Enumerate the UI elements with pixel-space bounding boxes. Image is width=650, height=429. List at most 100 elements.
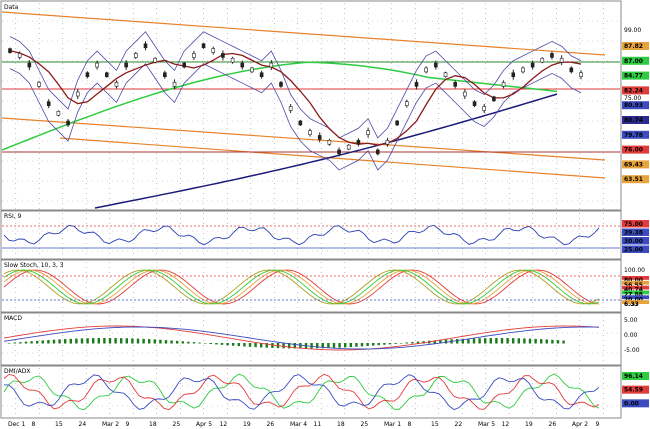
macd-histogram-bar bbox=[321, 343, 324, 349]
macd-histogram-bar bbox=[192, 342, 196, 344]
macd-histogram-bar bbox=[405, 342, 408, 344]
macd-histogram-bar bbox=[355, 343, 358, 347]
price-candle bbox=[240, 62, 245, 68]
macd-histogram-bar bbox=[299, 343, 302, 349]
price-candle bbox=[346, 144, 351, 150]
price-candle bbox=[250, 67, 254, 73]
macd-histogram-bar bbox=[170, 340, 173, 344]
price-candle bbox=[201, 43, 206, 49]
macd-panel-title: MACD bbox=[4, 315, 22, 322]
macd-histogram-bar bbox=[58, 339, 61, 344]
macd-histogram-bar bbox=[506, 338, 509, 344]
macd-histogram-bar bbox=[97, 338, 100, 344]
macd-histogram-bar bbox=[433, 340, 436, 344]
stoch-line bbox=[3, 269, 600, 305]
price-candle bbox=[153, 57, 157, 63]
x-axis-label: 15 bbox=[55, 421, 63, 428]
macd-histogram-bar bbox=[545, 339, 548, 344]
price-candle bbox=[530, 62, 535, 68]
macd-histogram-bar bbox=[528, 338, 532, 344]
macd-histogram-bar bbox=[500, 338, 504, 344]
macd-histogram-bar bbox=[19, 342, 22, 344]
macd-histogram-bar bbox=[131, 338, 134, 344]
macd-histogram-bar bbox=[164, 340, 168, 344]
macd-histogram-bar bbox=[47, 340, 50, 344]
rsi-panel-title: RSI, 9 bbox=[4, 213, 22, 220]
price-candle bbox=[375, 149, 380, 155]
price-candle bbox=[27, 62, 32, 68]
price-candle bbox=[395, 120, 399, 126]
macd-histogram-bar bbox=[136, 338, 140, 344]
price-candle bbox=[172, 82, 177, 87]
macd-axis-top: 5.00 bbox=[624, 317, 638, 324]
dmi-line bbox=[3, 373, 600, 411]
macd-histogram-bar bbox=[125, 338, 128, 344]
macd-histogram-bar bbox=[377, 343, 380, 346]
macd-histogram-bar bbox=[265, 343, 268, 348]
x-axis-label: 18 bbox=[149, 421, 157, 428]
macd-histogram-bar bbox=[8, 343, 11, 344]
macd-histogram-bar bbox=[461, 338, 464, 344]
price-candle bbox=[95, 62, 99, 68]
value-tag bbox=[622, 56, 649, 65]
macd-histogram-bar bbox=[495, 338, 498, 344]
price-candle bbox=[279, 82, 283, 87]
x-axis-label: 19 bbox=[525, 421, 533, 428]
price-candle bbox=[559, 57, 564, 63]
green-moving-average bbox=[1, 61, 558, 151]
macd-histogram-bar bbox=[540, 339, 543, 344]
macd-histogram-bar bbox=[243, 343, 246, 347]
x-axis-label: 9 bbox=[126, 421, 130, 428]
value-tag bbox=[622, 86, 649, 95]
value-tag-label: 87.82 bbox=[624, 43, 643, 50]
macd-histogram-bar bbox=[52, 339, 56, 344]
x-axis-label: Apr 2 bbox=[572, 421, 588, 428]
price-candle bbox=[143, 43, 148, 49]
macd-histogram-bar bbox=[411, 342, 414, 344]
macd-histogram-bar bbox=[220, 343, 224, 345]
price-candle bbox=[221, 53, 225, 58]
price-candle bbox=[134, 53, 138, 58]
price-candle bbox=[124, 62, 128, 68]
value-tag-label: 39.38 bbox=[624, 230, 643, 237]
macd-histogram-bar bbox=[92, 338, 95, 344]
price-candle bbox=[404, 101, 409, 106]
value-tag-label: 69.43 bbox=[624, 161, 643, 168]
price-candle bbox=[501, 82, 506, 87]
price-candle bbox=[317, 135, 322, 140]
macd-histogram-bar bbox=[484, 338, 487, 344]
macd-histogram-bar bbox=[103, 338, 106, 344]
macd-histogram-bar bbox=[372, 343, 375, 346]
price-candle bbox=[85, 72, 90, 78]
macd-histogram-bar bbox=[254, 343, 257, 348]
macd-histogram-bar bbox=[562, 340, 565, 344]
macd-histogram-bar bbox=[30, 341, 33, 344]
macd-histogram-bar bbox=[13, 342, 16, 344]
value-tag bbox=[622, 245, 649, 253]
stoch-line bbox=[3, 269, 600, 305]
macd-histogram-bar bbox=[444, 339, 448, 344]
macd-histogram-bar bbox=[349, 343, 352, 348]
macd-histogram-bar bbox=[271, 343, 274, 348]
value-tag-label: 84.77 bbox=[624, 73, 643, 80]
value-tag bbox=[622, 295, 649, 300]
stoch-axis-top: 100.00 bbox=[624, 267, 645, 274]
price-candle bbox=[434, 62, 438, 68]
price-candle bbox=[492, 96, 496, 102]
macd-line bbox=[3, 325, 600, 351]
x-axis-label: 12 bbox=[502, 421, 510, 428]
value-tag bbox=[622, 290, 649, 295]
macd-histogram-bar bbox=[467, 338, 470, 344]
macd-axis-zero: 0.00 bbox=[624, 332, 638, 339]
macd-histogram-bar bbox=[551, 339, 554, 344]
dmi-panel-title: DMI/ADX bbox=[4, 368, 30, 375]
x-axis-label: 15 bbox=[431, 421, 439, 428]
macd-histogram-bar bbox=[478, 338, 481, 344]
value-tag bbox=[622, 160, 649, 169]
macd-histogram-bar bbox=[120, 338, 123, 344]
price-candle bbox=[472, 101, 477, 106]
price-panel: Data bbox=[0, 0, 622, 211]
macd-histogram-bar bbox=[556, 340, 560, 344]
x-axis-label: 9 bbox=[596, 421, 600, 428]
macd-histogram-bar bbox=[338, 343, 341, 348]
